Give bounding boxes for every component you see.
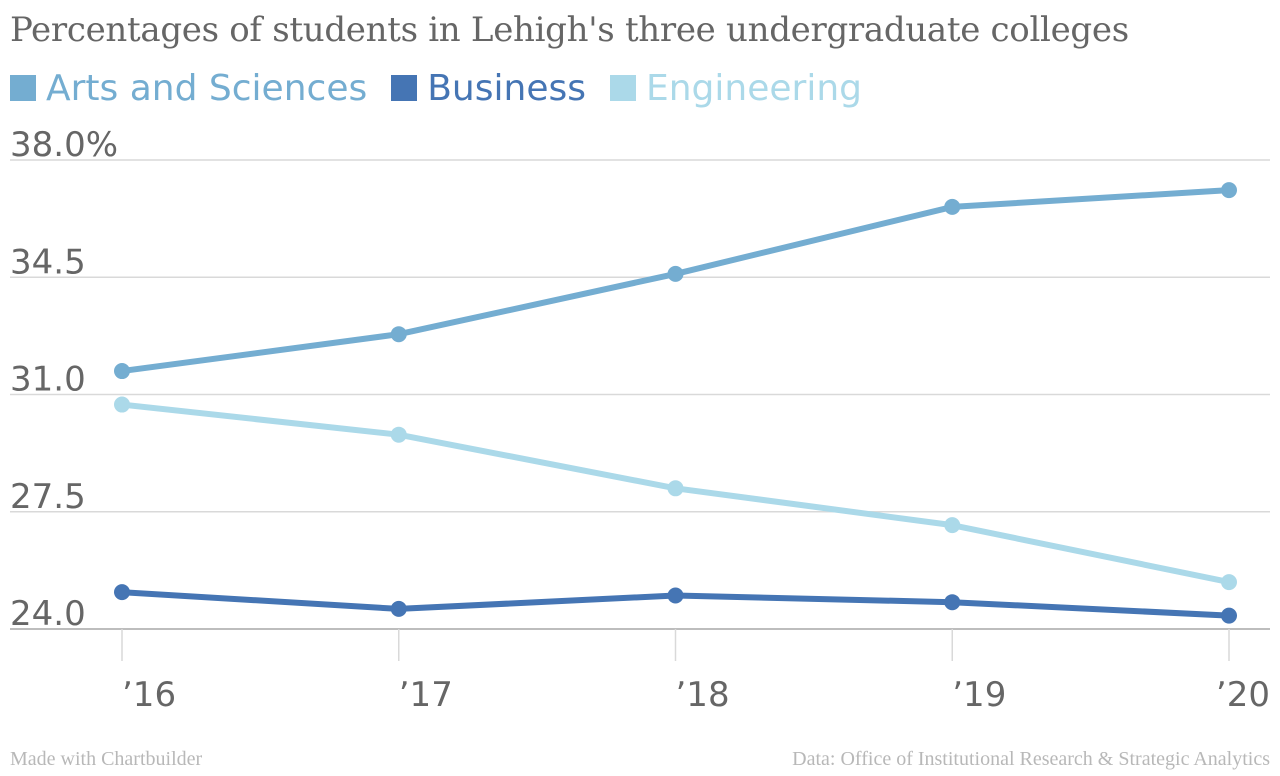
x-tick-label: ’16 xyxy=(122,675,176,715)
legend-label-arts-and-sciences: Arts and Sciences xyxy=(46,67,368,109)
x-tick-label: ’20 xyxy=(1216,675,1270,715)
data-point-arts-and-sciences xyxy=(1221,182,1237,199)
y-tick-label: 27.5 xyxy=(10,477,86,517)
data-point-arts-and-sciences xyxy=(114,363,130,380)
x-axis-ticks: ’16 ’17 ’18 ’19 ’20 xyxy=(121,629,1270,715)
legend-item-arts-and-sciences: Arts and Sciences xyxy=(10,68,367,109)
chart-title: Percentages of students in Lehigh's thre… xyxy=(10,10,1129,50)
series-group xyxy=(114,182,1237,624)
data-point-engineering xyxy=(114,396,130,413)
data-point-engineering xyxy=(667,480,684,497)
legend-label-engineering: Engineering xyxy=(645,67,862,109)
gridlines xyxy=(10,159,1270,630)
footer-source: Data: Office of Institutional Research &… xyxy=(792,748,1270,770)
data-point-business xyxy=(944,594,961,611)
data-point-business xyxy=(667,587,684,604)
y-tick-label: 24.0 xyxy=(10,594,86,634)
x-tick-label: ’18 xyxy=(676,675,730,715)
data-point-business xyxy=(390,600,407,617)
legend-swatch-business xyxy=(391,75,418,101)
data-point-engineering xyxy=(390,426,407,443)
y-tick-label: 38.0% xyxy=(10,125,118,165)
legend-swatch-arts-and-sciences xyxy=(10,75,36,101)
data-point-engineering xyxy=(1221,574,1237,591)
y-axis-ticks: 38.0% 34.5 31.0 27.5 24.0 xyxy=(10,125,118,634)
data-point-business xyxy=(1221,607,1237,624)
x-tick-label: ’17 xyxy=(399,675,453,715)
data-point-business xyxy=(114,584,130,601)
data-point-arts-and-sciences xyxy=(667,265,684,282)
data-point-arts-and-sciences xyxy=(390,326,407,343)
x-tick-label: ’19 xyxy=(952,675,1006,715)
legend-item-business: Business xyxy=(391,68,586,109)
legend-label-business: Business xyxy=(427,67,586,109)
data-point-arts-and-sciences xyxy=(944,198,961,215)
legend-item-engineering: Engineering xyxy=(609,67,862,109)
y-tick-label: 34.5 xyxy=(10,242,86,282)
legend-swatch-engineering xyxy=(609,75,636,101)
y-tick-label: 31.0 xyxy=(10,360,86,400)
footer-credit: Made with Chartbuilder xyxy=(10,748,203,770)
data-point-engineering xyxy=(944,517,961,534)
legend: Arts and Sciences Business Engineering xyxy=(10,66,886,110)
